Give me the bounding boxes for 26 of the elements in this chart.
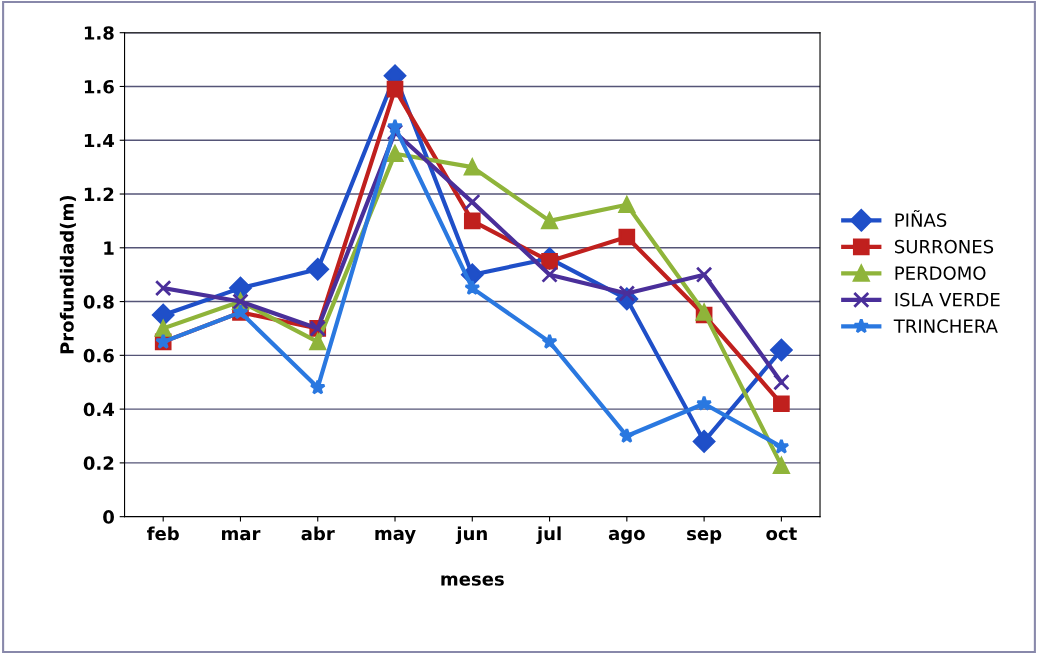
x-tick-label: abr [301,526,335,541]
y-tick-label: 1.2 [84,187,114,201]
x-axis-title: meses [441,575,504,586]
y-tick-label: 0.8 [83,295,114,309]
y-tick-label: 0.2 [83,456,114,470]
x-tick-label: jun [455,526,487,544]
legend-label: ISLA VERDE [895,292,1000,307]
x-tick-label: jul [536,526,561,544]
x-tick-label: oct [766,527,797,541]
y-tick-label: 1 [104,241,114,255]
x-tick-label: mar [222,529,261,541]
x-tick-label: may [375,529,416,544]
x-tick-label: ago [608,529,645,544]
x-tick-label: feb [147,526,179,541]
y-tick-label: 1.8 [84,26,114,40]
legend-label: TRINCHERA [893,319,998,333]
y-axis-title: Profundidad(m) [59,195,76,354]
y-tick-label: 1.6 [84,79,114,94]
legend-label: PERDOMO [895,266,986,280]
y-tick-label: 0 [103,510,114,524]
legend-label: PIÑAS [895,210,947,227]
y-tick-label: 1.4 [84,133,115,148]
y-tick-label: 0.6 [83,348,114,363]
legend-label: SURRONES [894,239,994,254]
x-tick-label: sep [687,529,722,544]
y-tick-label: 0.4 [83,402,115,417]
